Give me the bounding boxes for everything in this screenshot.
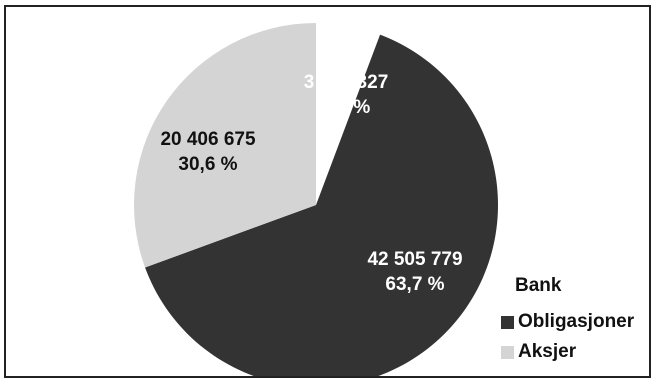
data-label-value: 20 406 675 [160, 129, 256, 150]
legend-swatch-obligasjoner [501, 315, 514, 329]
legend-label-obligasjoner: Obligasjoner [518, 311, 635, 332]
legend-swatch-aksjer [501, 345, 514, 359]
data-label-percent: 5,7 % [322, 97, 371, 118]
pie-slice-0 [316, 23, 381, 205]
data-label-value: 3 821 327 [304, 72, 389, 93]
legend-title: Bank [515, 275, 562, 296]
chart-frame: 3 821 327 5,7 % 42 505 779 63,7 % 20 406 675… [4, 5, 651, 378]
data-label-1: 42 505 779 63,7 % [367, 249, 462, 295]
data-label-value: 42 505 779 [367, 249, 462, 270]
legend-label-aksjer: Aksjer [518, 341, 577, 362]
pie-slice-1 [145, 34, 498, 376]
pie-slice-2 [134, 23, 316, 268]
data-label-percent: 30,6 % [178, 154, 237, 175]
legend: Bank Obligasjoner Aksjer [501, 275, 634, 367]
data-label-percent: 63,7 % [385, 274, 444, 295]
legend-item-aksjer: Aksjer [501, 337, 634, 367]
data-label-2: 20 406 675 30,6 % [160, 129, 256, 175]
data-label-0: 3 821 327 5,7 % [304, 72, 389, 118]
pie-chart: 3 821 327 5,7 % 42 505 779 63,7 % 20 406 675… [134, 23, 498, 376]
legend-item-obligasjoner: Obligasjoner [501, 307, 634, 337]
